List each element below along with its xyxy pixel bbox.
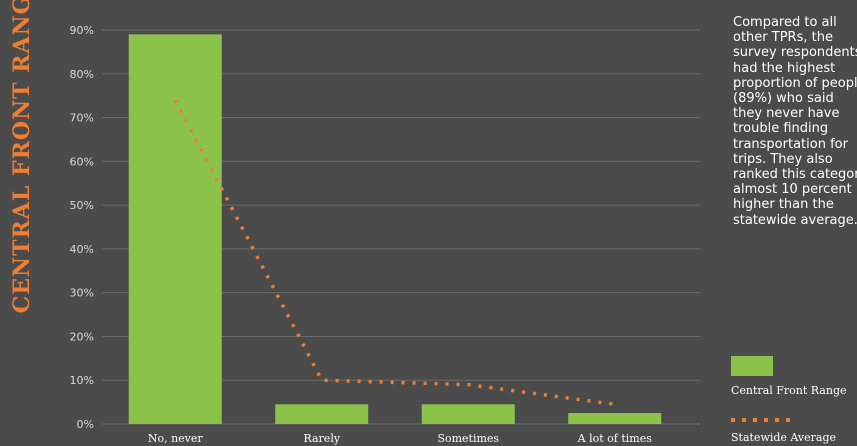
x-tick-label: A lot of times: [577, 432, 653, 445]
x-tick-label: Sometimes: [437, 432, 499, 445]
legend-dot: [775, 418, 779, 422]
y-tick-label: 50%: [70, 199, 94, 212]
legend-dot: [764, 418, 768, 422]
legend-dot: [731, 418, 735, 422]
legend-dot: [742, 418, 746, 422]
legend-dot: [786, 418, 790, 422]
y-tick-label: 20%: [70, 330, 94, 343]
statewide-average-line: [173, 99, 616, 407]
y-tick-label: 30%: [70, 287, 94, 300]
y-tick-label: 40%: [70, 243, 94, 256]
legend-swatch-statewide-average: [731, 418, 790, 422]
bar: [568, 413, 662, 424]
legend-label-statewide-average: Statewide Average: [731, 431, 837, 444]
legend-label-central-front-range: Central Front Range: [731, 384, 847, 397]
y-tick-label: 90%: [70, 24, 94, 37]
y-tick-label: 10%: [70, 374, 94, 387]
x-tick-label: No, never: [148, 432, 204, 445]
x-tick-label: Rarely: [303, 432, 340, 445]
legend-dot: [753, 418, 757, 422]
description-text: Compared to all other TPRs, the survey r…: [733, 15, 857, 228]
chart-plot: 0% 10% 20% 30% 40% 50% 60% 70% 80% 90% No, never Ra…: [70, 24, 700, 445]
bar: [275, 404, 369, 424]
legend-swatch-central-front-range: [731, 356, 773, 376]
bar: [421, 404, 515, 424]
y-tick-label: 80%: [70, 68, 94, 81]
bar: [128, 34, 222, 424]
y-tick-label: 60%: [70, 155, 94, 168]
y-tick-label: 0%: [77, 418, 94, 431]
y-tick-label: 70%: [70, 112, 94, 125]
